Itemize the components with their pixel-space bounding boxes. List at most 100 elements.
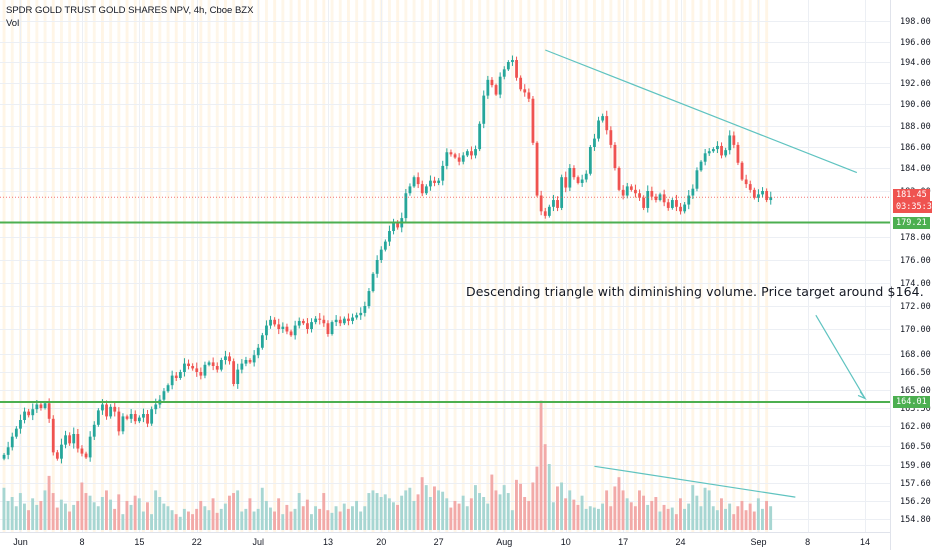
- candle-body: [326, 323, 330, 334]
- session-stripe: [486, 0, 490, 532]
- session-stripe: [527, 0, 531, 532]
- candle-body: [556, 200, 559, 208]
- session-stripe: [699, 0, 703, 532]
- candle-body: [506, 62, 510, 70]
- volume-bar: [277, 498, 281, 530]
- volume-bar: [580, 495, 584, 530]
- candle-body: [39, 404, 43, 408]
- volume-bar: [232, 493, 235, 530]
- volume-bar: [551, 502, 555, 530]
- candle-body: [396, 222, 400, 228]
- candle-body: [55, 452, 59, 459]
- session-stripes: [2, 0, 769, 532]
- candle-body: [174, 375, 178, 378]
- candle-body: [593, 138, 596, 147]
- candle-body: [207, 362, 211, 365]
- candle-body: [687, 195, 691, 205]
- candle-body: [297, 320, 301, 326]
- volume-decline-line[interactable]: [594, 465, 796, 498]
- volume-bar: [679, 498, 682, 530]
- volume-bar: [748, 503, 752, 530]
- annotation-text[interactable]: Descending triangle with diminishing vol…: [466, 284, 924, 299]
- session-stripe: [273, 0, 277, 532]
- volume-bar: [215, 512, 219, 530]
- volume-bar: [178, 516, 182, 530]
- volume-bar: [715, 510, 719, 530]
- price-axis[interactable]: 198.00 196.00 194.00 192.00 190.00 188.00 186.…: [900, 17, 931, 525]
- volume-bar: [392, 502, 395, 530]
- volume-bar: [601, 503, 604, 530]
- candle-body: [502, 69, 506, 77]
- candle-body: [375, 260, 379, 274]
- candle-body: [728, 135, 732, 151]
- price-tick-label: 172.00: [900, 302, 931, 312]
- time-tick-label: 8: [79, 537, 84, 547]
- volume-bar: [441, 491, 445, 530]
- price-tick-label: 186.00: [900, 143, 931, 153]
- price-tick-label: 165.00: [900, 386, 931, 396]
- volume-bar: [412, 500, 416, 530]
- candle-body: [60, 444, 63, 459]
- volume-bar: [666, 508, 670, 530]
- volume-bar: [584, 508, 588, 530]
- volume-label: Vol: [6, 18, 20, 29]
- time-tick-label: 8: [805, 537, 810, 547]
- countdown-badge: 03:35:31: [893, 201, 932, 214]
- candle-body: [650, 191, 654, 197]
- session-stripe: [625, 0, 629, 532]
- volume-bar: [510, 510, 514, 530]
- candle-body: [96, 410, 100, 425]
- session-stripe: [347, 0, 350, 532]
- volume-bar: [187, 511, 190, 530]
- volume-bar: [428, 497, 432, 530]
- volume-bar: [174, 514, 178, 530]
- session-stripe: [461, 0, 465, 532]
- chart-title: SPDR GOLD TRUST GOLD SHARES NPV, 4h, Cbo…: [6, 5, 254, 16]
- candle-body: [740, 162, 744, 180]
- session-stripe: [412, 0, 416, 532]
- candle-body: [240, 363, 244, 370]
- candle-body: [76, 434, 80, 449]
- candles: [2, 55, 773, 464]
- volume-bar: [387, 498, 391, 530]
- candle-body: [269, 319, 272, 326]
- price-tick-label: 163.50: [900, 404, 931, 414]
- target-arrow-line[interactable]: [815, 314, 866, 399]
- triangle-top-line[interactable]: [545, 49, 858, 174]
- candle-body: [560, 177, 564, 208]
- candle-body: [301, 320, 305, 324]
- candle-body: [629, 186, 633, 190]
- candle-body: [547, 206, 551, 216]
- candle-body: [215, 366, 219, 370]
- session-stripe: [658, 0, 662, 532]
- volume-bar: [674, 514, 678, 530]
- candle-body: [203, 364, 207, 376]
- candle-body: [511, 60, 514, 62]
- volume-bar: [617, 477, 621, 530]
- time-axis[interactable]: Jun 8 15 22 Jul 13 20 27 Aug 10 17 24 Sep 8 14: [13, 537, 870, 547]
- candle-body: [47, 403, 51, 419]
- candle-body: [531, 98, 535, 143]
- candle-body: [490, 79, 494, 86]
- trendlines[interactable]: [545, 49, 867, 498]
- volume-bar: [14, 506, 18, 530]
- candle-body: [191, 366, 195, 369]
- volume-bar: [334, 506, 338, 530]
- session-stripe: [584, 0, 588, 532]
- volume-bar: [437, 490, 440, 530]
- horizontal-levels[interactable]: [0, 196, 890, 403]
- candle-body: [51, 418, 55, 453]
- candle-body: [765, 191, 769, 201]
- volume-bar: [769, 506, 773, 530]
- session-stripe: [420, 0, 424, 532]
- session-stripe: [289, 0, 293, 532]
- volume-bar: [711, 506, 715, 530]
- volume-bar: [109, 499, 112, 530]
- time-tick-label: 24: [676, 537, 686, 547]
- volume-bar: [121, 514, 125, 530]
- volume-bar: [638, 490, 641, 530]
- session-stripe: [707, 0, 711, 532]
- volume-bar: [18, 493, 22, 530]
- volume-bar: [576, 504, 580, 530]
